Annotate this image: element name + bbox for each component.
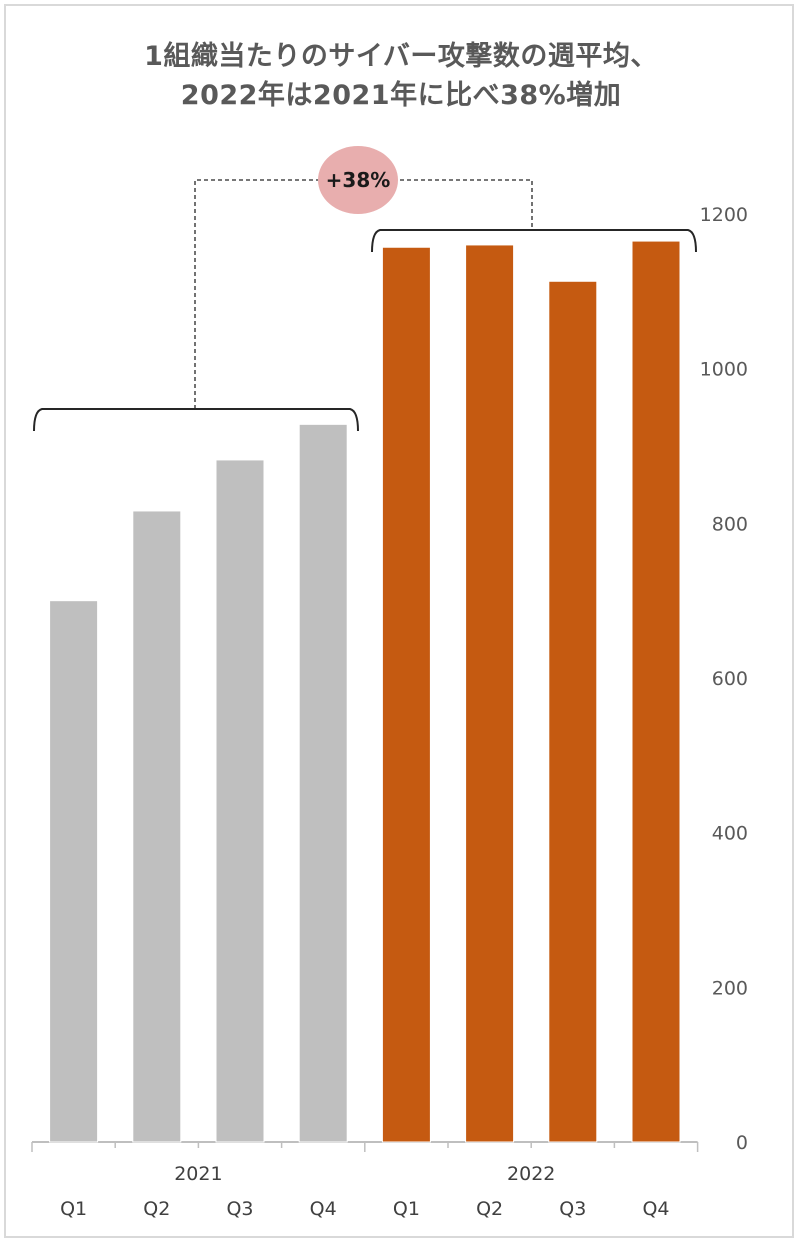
chart-title-line-1: 1組織当たりのサイバー攻撃数の週平均、 xyxy=(144,41,658,72)
chart-frame xyxy=(4,4,794,1238)
bar xyxy=(465,244,515,1143)
year-group-label: 2021 xyxy=(174,1163,222,1185)
bar xyxy=(381,246,431,1143)
bar xyxy=(298,423,348,1143)
category-label: Q2 xyxy=(143,1198,170,1220)
growth-badge xyxy=(318,146,398,214)
bar xyxy=(49,600,99,1143)
category-label: Q1 xyxy=(60,1198,87,1220)
bar xyxy=(548,280,598,1143)
y-tick-label: 0 xyxy=(736,1132,748,1154)
bar xyxy=(132,510,182,1143)
category-label: Q3 xyxy=(226,1198,253,1220)
chart-title-line-2: 2022年は2021年に比べ38%増加 xyxy=(180,80,622,111)
bracket-2022 xyxy=(371,229,697,253)
category-label: Q1 xyxy=(393,1198,420,1220)
category-label: Q3 xyxy=(559,1198,586,1220)
year-group-label: 2022 xyxy=(507,1163,555,1185)
dashed-connector xyxy=(194,179,533,409)
y-tick-label: 1000 xyxy=(700,359,748,381)
y-tick-label: 200 xyxy=(712,977,748,999)
growth-badge-label: +38% xyxy=(326,168,391,192)
bar xyxy=(631,240,681,1143)
y-tick-label: 800 xyxy=(712,513,748,535)
category-label: Q2 xyxy=(476,1198,503,1220)
category-label: Q4 xyxy=(310,1198,337,1220)
bar xyxy=(215,459,265,1143)
bracket-2021 xyxy=(33,408,359,432)
y-tick-label: 600 xyxy=(712,668,748,690)
category-label: Q4 xyxy=(642,1198,669,1220)
y-tick-label: 1200 xyxy=(700,204,748,226)
y-tick-label: 400 xyxy=(712,823,748,845)
